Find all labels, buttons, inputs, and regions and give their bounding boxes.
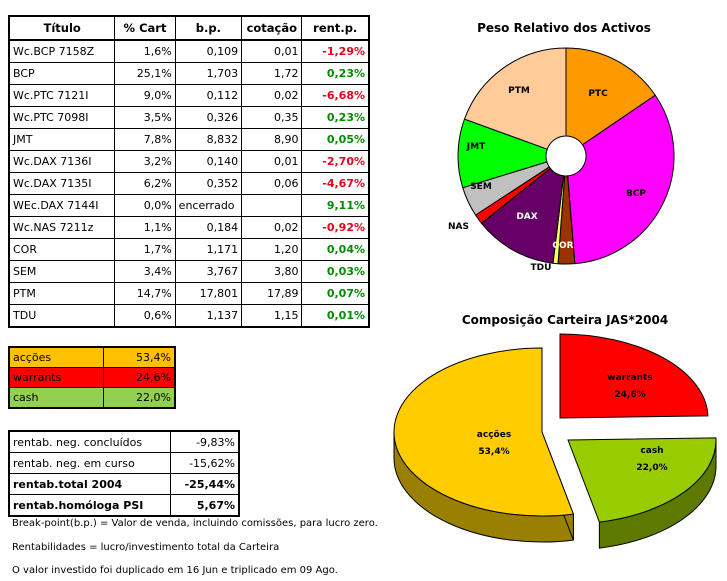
holdings-cell-cart: 0,0% [114,194,176,217]
header-bp: b.p. [174,15,243,41]
pie3d-label-cash: cash [640,446,663,456]
pie3d-slice-cash [567,437,717,523]
holdings-cell-bp: 0,326 [174,106,243,129]
donut-label-dax: DAX [516,212,537,222]
allocation-value: 22,0% [102,387,176,409]
holdings-cell-cart: 7,8% [114,128,176,151]
donut-label-ptm: PTM [508,86,530,96]
stats-value: -25,44% [170,473,240,495]
holdings-cell-rent: 0,05% [301,128,370,151]
allocation-table: acções 53,4% warrants 24,6% cash 22,0% [8,346,176,409]
holdings-cell-rent: 9,11% [301,194,370,217]
holdings-cell-cart: 0,6% [114,304,176,328]
holdings-cell-rent: 0,07% [301,282,370,305]
holdings-cell-rent: 0,01% [301,304,370,328]
stats-value: -9,83% [170,430,240,453]
allocation-row: acções 53,4% [8,346,176,368]
holdings-cell-bp: 17,801 [174,282,243,305]
holdings-cell-cotacao: 8,90 [241,128,303,151]
donut-label-cor: COR [552,241,573,251]
donut-slice-jmt [457,118,548,189]
holdings-cell-bp: 0,352 [174,172,243,195]
stats-label: rentab.homóloga PSI [8,494,172,517]
stats-value: 5,67% [170,494,240,517]
stats-row: rentab.homóloga PSI 5,67% [8,494,240,517]
header-rent: rent.p. [301,15,370,41]
pie3d-chart-title: Composição Carteira JAS*2004 [462,313,668,327]
holdings-cell-titulo: Wc.PTC 7121I [8,84,116,107]
allocation-value: 53,4% [102,346,176,368]
holdings-cell-bp: 0,109 [174,39,243,63]
donut-slice-ptc [565,47,656,146]
holdings-cell-titulo: PTM [8,282,116,305]
holdings-row: Wc.PTC 7098I 3,5% 0,326 0,35 0,23% [8,106,370,129]
holdings-row: PTM 14,7% 17,801 17,89 0,07% [8,282,370,305]
donut-label-sem: SEM [470,182,492,192]
note-rentabilidades: Rentabilidades = lucro/investimento tota… [12,542,280,553]
allocation-label: acções [8,346,104,368]
holdings-cell-cotacao: 0,01 [241,39,303,63]
holdings-cell-titulo: SEM [8,260,116,283]
holdings-row: JMT 7,8% 8,832 8,90 0,05% [8,128,370,151]
holdings-table: Título % Cart b.p. cotação rent.p. Wc.BC… [8,15,370,328]
holdings-row: Wc.NAS 7211z 1,1% 0,184 0,02 -0,92% [8,216,370,239]
pie3d-slice-warrants [559,333,709,419]
holdings-cell-rent: -1,29% [301,39,370,63]
header-cotacao: cotação [241,15,303,41]
holdings-cell-cotacao: 1,20 [241,238,303,261]
donut-label-bcp: BCP [626,189,646,199]
holdings-row: TDU 0,6% 1,137 1,15 0,01% [8,304,370,328]
holdings-header-row: Título % Cart b.p. cotação rent.p. [8,15,370,41]
holdings-cell-cart: 6,2% [114,172,176,195]
pie3d-value-accoes: 53,4% [478,447,509,457]
holdings-row: Wc.DAX 7135I 6,2% 0,352 0,06 -4,67% [8,172,370,195]
holdings-cell-rent: -2,70% [301,150,370,173]
holdings-cell-rent: 0,23% [301,62,370,85]
holdings-cell-rent: 0,23% [301,106,370,129]
holdings-cell-bp: 1,137 [174,304,243,328]
holdings-row: COR 1,7% 1,171 1,20 0,04% [8,238,370,261]
holdings-cell-bp: 3,767 [174,260,243,283]
holdings-cell-titulo: TDU [8,304,116,328]
note-valor: O valor investido foi duplicado em 16 Ju… [12,565,338,576]
pie3d-value-warrants: 24,6% [614,390,645,400]
holdings-cell-cotacao: 0,01 [241,150,303,173]
donut-label-jmt: JMT [466,142,486,152]
stats-row: rentab.total 2004 -25,44% [8,473,240,495]
holdings-row: SEM 3,4% 3,767 3,80 0,03% [8,260,370,283]
header-cart: % Cart [114,15,176,41]
holdings-cell-cart: 1,6% [114,39,176,63]
stats-table: rentab. neg. concluídos -9,83% rentab. neg… [8,430,240,517]
holdings-row: Wc.DAX 7136I 3,2% 0,140 0,01 -2,70% [8,150,370,173]
allocation-label: cash [8,387,104,409]
pie3d-label-accoes: acções [477,430,511,440]
holdings-cell-cart: 14,7% [114,282,176,305]
donut-slice-dax [480,167,565,264]
donut-slice-ptm [463,47,567,150]
donut-chart: PTC BCP COR TDU DAX NAS SEM JMT PTM [448,47,675,273]
pie3d-slice-accoes [393,347,575,517]
holdings-cell-cotacao: 1,72 [241,62,303,85]
holdings-cell-bp: 0,184 [174,216,243,239]
holdings-row: Wc.BCP 7158Z 1,6% 0,109 0,01 -1,29% [8,39,370,63]
donut-label-tdu: TDU [531,263,552,273]
allocation-label: warrants [8,367,104,388]
holdings-cell-cotacao: 0,35 [241,106,303,129]
donut-label-nas: NAS [448,222,469,232]
header-titulo: Título [8,15,116,41]
donut-chart-title: Peso Relativo dos Activos [477,21,651,35]
pie3d-label-warrants: warrants [607,373,652,383]
allocation-row: cash 22,0% [8,387,176,409]
holdings-cell-cotacao: 17,89 [241,282,303,305]
note-breakpoint: Break-point(b.p.) = Valor de venda, incl… [12,518,378,529]
pie3d-value-cash: 22,0% [636,463,667,473]
donut-slice-bcp [567,94,675,265]
stats-label: rentab.total 2004 [8,473,172,495]
allocation-value: 24,6% [102,367,176,388]
allocation-row: warrants 24,6% [8,367,176,388]
holdings-cell-cotacao: 1,15 [241,304,303,328]
pie3d-chart: acções 53,4% warrants 24,6% cash 22,0% [393,333,717,549]
donut-label-ptc: PTC [588,89,608,99]
